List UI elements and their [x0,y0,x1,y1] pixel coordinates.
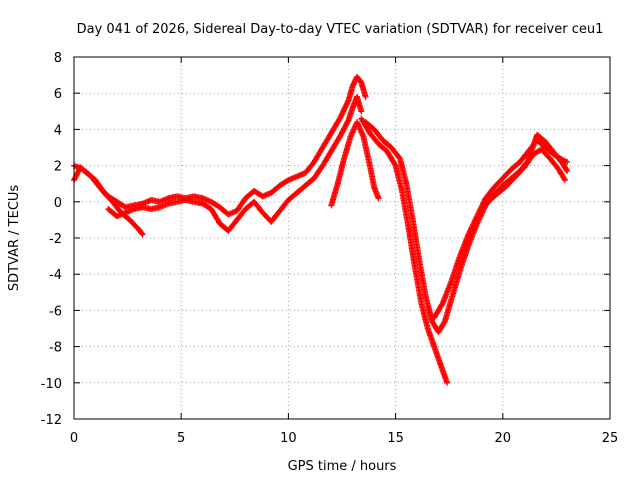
data-point [564,168,571,175]
data-point [362,93,369,100]
x-tick-label: 15 [387,431,404,446]
data-point [139,231,146,238]
data-point [375,195,382,202]
data-points [71,73,571,386]
data-point [564,158,571,165]
series-arc-1 [71,164,146,238]
data-point [391,161,398,168]
x-axis-label: GPS time / hours [288,459,397,474]
x-tick-label: 10 [280,431,297,446]
y-tick-label: 0 [54,196,62,211]
x-tick-label: 5 [177,431,185,446]
tick-labels: 0 5 10 15 20 25 -12 -10 -8 -6 -4 -2 0 2 4 6 8 [41,51,619,446]
y-axis-label: SDTVAR / TECUs [7,185,22,292]
y-tick-label: 8 [54,51,62,66]
series-arc-8 [478,146,568,213]
y-tick-label: -6 [49,304,62,319]
y-tick-label: -12 [41,413,62,428]
y-tick-label: -10 [41,377,62,392]
y-tick-label: 2 [54,160,62,175]
chart-title: Day 041 of 2026, Sidereal Day-to-day VTE… [77,22,604,37]
data-point [358,108,365,115]
series-arc-2 [71,73,369,218]
x-tick-label: 0 [70,431,78,446]
x-tick-label: 20 [495,431,512,446]
data-point [444,379,451,386]
data-point [138,230,145,237]
y-tick-label: 4 [54,123,62,138]
series-arc-7 [431,137,571,321]
series-arc-6 [362,119,571,336]
data-point [395,154,402,161]
data-point [561,177,568,184]
y-tick-label: 6 [54,87,62,102]
y-tick-label: -8 [49,341,62,356]
x-tick-label: 25 [602,431,619,446]
data-point [563,166,570,173]
series-arc-5 [358,115,451,386]
series-arc-3 [105,93,365,234]
y-tick-label: -2 [49,232,62,247]
series-arc-4 [328,119,382,209]
y-tick-label: -4 [49,268,62,283]
plot-frame [73,56,611,420]
